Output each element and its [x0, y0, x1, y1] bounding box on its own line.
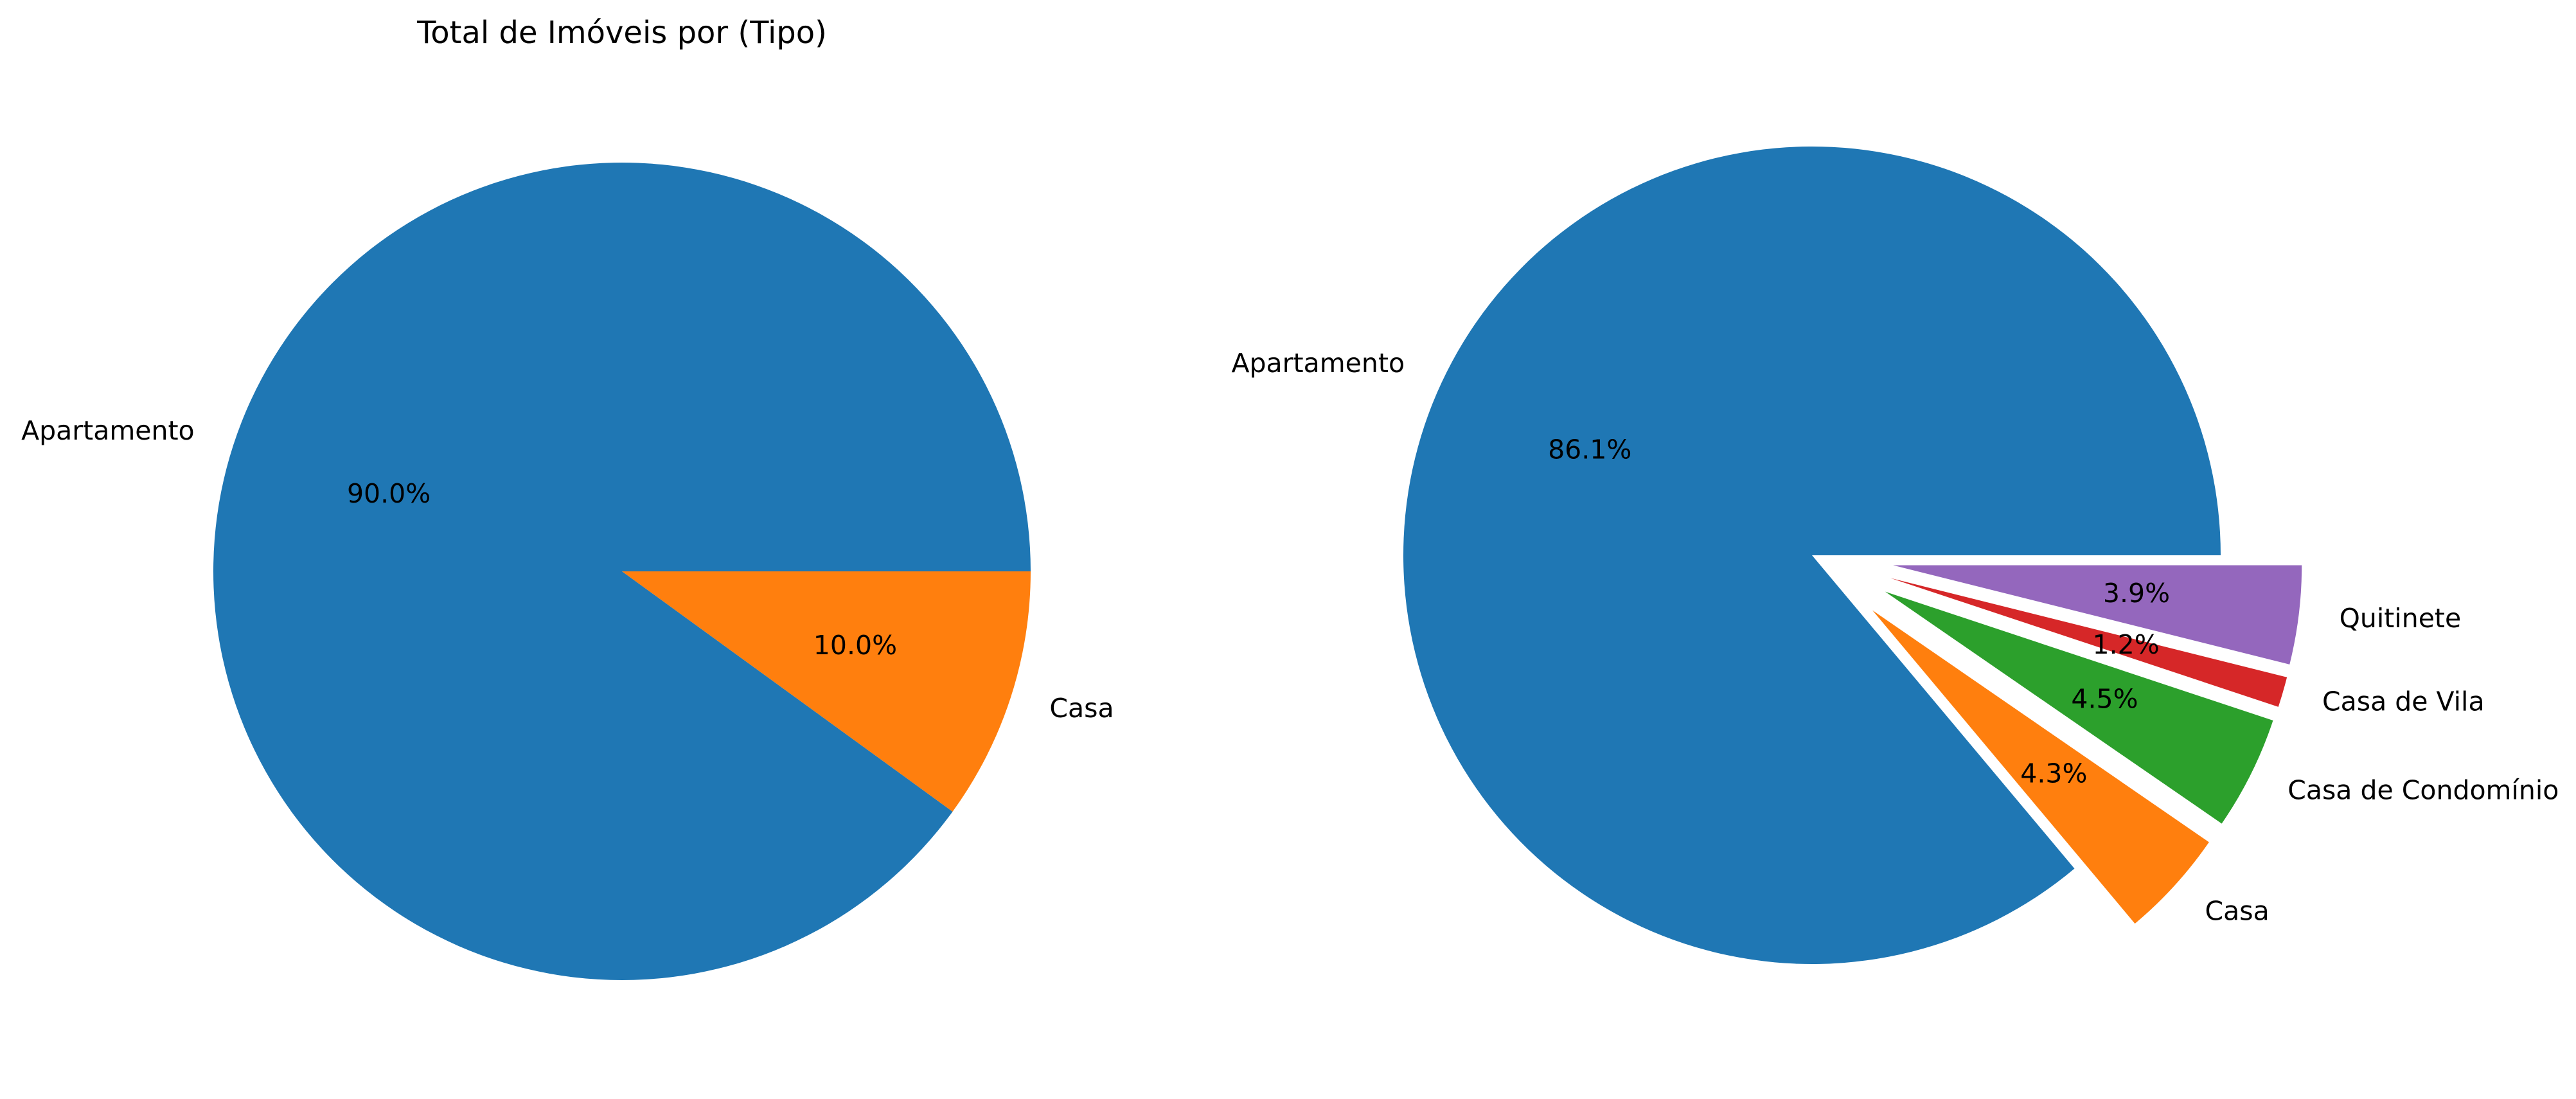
- pie-right-label-apartamento: Apartamento: [1231, 348, 1405, 379]
- pie-left-pct-apartamento: 90.0%: [347, 478, 431, 509]
- chart-title-left: Total de Imóveis por (Tipo): [416, 15, 827, 51]
- pie-left-slice-apartamento: [213, 162, 1031, 980]
- pie-right-label-casa: Casa: [2205, 895, 2270, 926]
- pie-right-pct-casa-de-vila: 1.2%: [2093, 629, 2160, 660]
- pie-right-label-casa-de-condominio: Casa de Condomínio: [2287, 774, 2559, 805]
- pie-right-slice-casa-de-vila: [1890, 578, 2287, 707]
- pie-left-slice-casa: [622, 571, 1031, 812]
- pie-right-slice-apartamento: [1403, 146, 2221, 965]
- pie-chart-right: Apartamento 86.1% Casa 4.3% Casa de Condomín…: [1231, 146, 2559, 965]
- pie-left-label-apartamento: Apartamento: [21, 415, 195, 446]
- pie-right-slice-casa: [1872, 610, 2209, 924]
- pie-right-label-quitinete: Quitinete: [2340, 603, 2462, 634]
- pie-right-slice-casa-de-condominio: [1885, 591, 2273, 824]
- pie-right-pct-quitinete: 3.9%: [2103, 578, 2170, 609]
- pie-right-label-casa-de-vila: Casa de Vila: [2322, 686, 2485, 717]
- pie-chart-left: Apartamento 90.0% Casa 10.0%: [21, 162, 1114, 980]
- pie-right-pct-apartamento: 86.1%: [1548, 434, 1631, 465]
- pie-right-pct-casa-de-condominio: 4.5%: [2071, 684, 2138, 715]
- pie-right-slice-quitinete: [1893, 565, 2302, 665]
- pie-right-pct-casa: 4.3%: [2020, 758, 2087, 789]
- pie-left-label-casa: Casa: [1049, 693, 1114, 724]
- pie-left-pct-casa: 10.0%: [813, 630, 897, 661]
